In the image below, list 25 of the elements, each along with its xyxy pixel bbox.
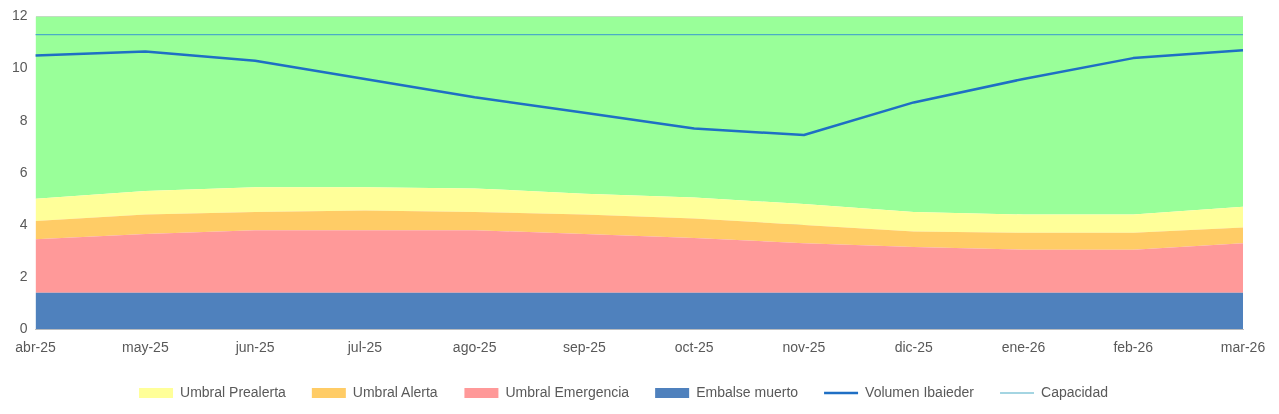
legend-label: Umbral Alerta (352, 383, 438, 400)
legend-label: Embalse muerto (696, 383, 799, 400)
y-tick-label: 2 (19, 267, 28, 284)
y-tick-label: 0 (19, 320, 28, 337)
x-tick-label: ago-25 (452, 339, 497, 356)
x-tick-label: ene-26 (1001, 339, 1046, 356)
x-tick-label: abr-25 (15, 339, 57, 356)
x-tick-label: oct-25 (674, 339, 714, 356)
x-tick-label: jul-25 (346, 339, 383, 356)
x-tick-label: mar-26 (1220, 339, 1266, 356)
y-tick-label: 10 (11, 59, 28, 76)
x-tick-label: nov-25 (782, 339, 826, 356)
legend-label: Umbral Emergencia (505, 383, 630, 400)
x-tick-label: sep-25 (563, 339, 607, 356)
y-tick-label: 12 (11, 7, 28, 24)
y-tick-label: 8 (19, 111, 28, 128)
x-tick-label: feb-26 (1113, 339, 1154, 356)
x-tick-label: may-25 (121, 339, 169, 356)
x-tick-label: jun-25 (234, 339, 275, 356)
legend-label: Umbral Prealerta (180, 383, 287, 400)
legend-label: Capacidad (1041, 383, 1108, 400)
legend-label: Volumen Ibaieder (865, 383, 975, 400)
x-tick-label: dic-25 (894, 339, 933, 356)
y-tick-label: 6 (19, 163, 28, 180)
y-tick-label: 4 (19, 215, 28, 232)
